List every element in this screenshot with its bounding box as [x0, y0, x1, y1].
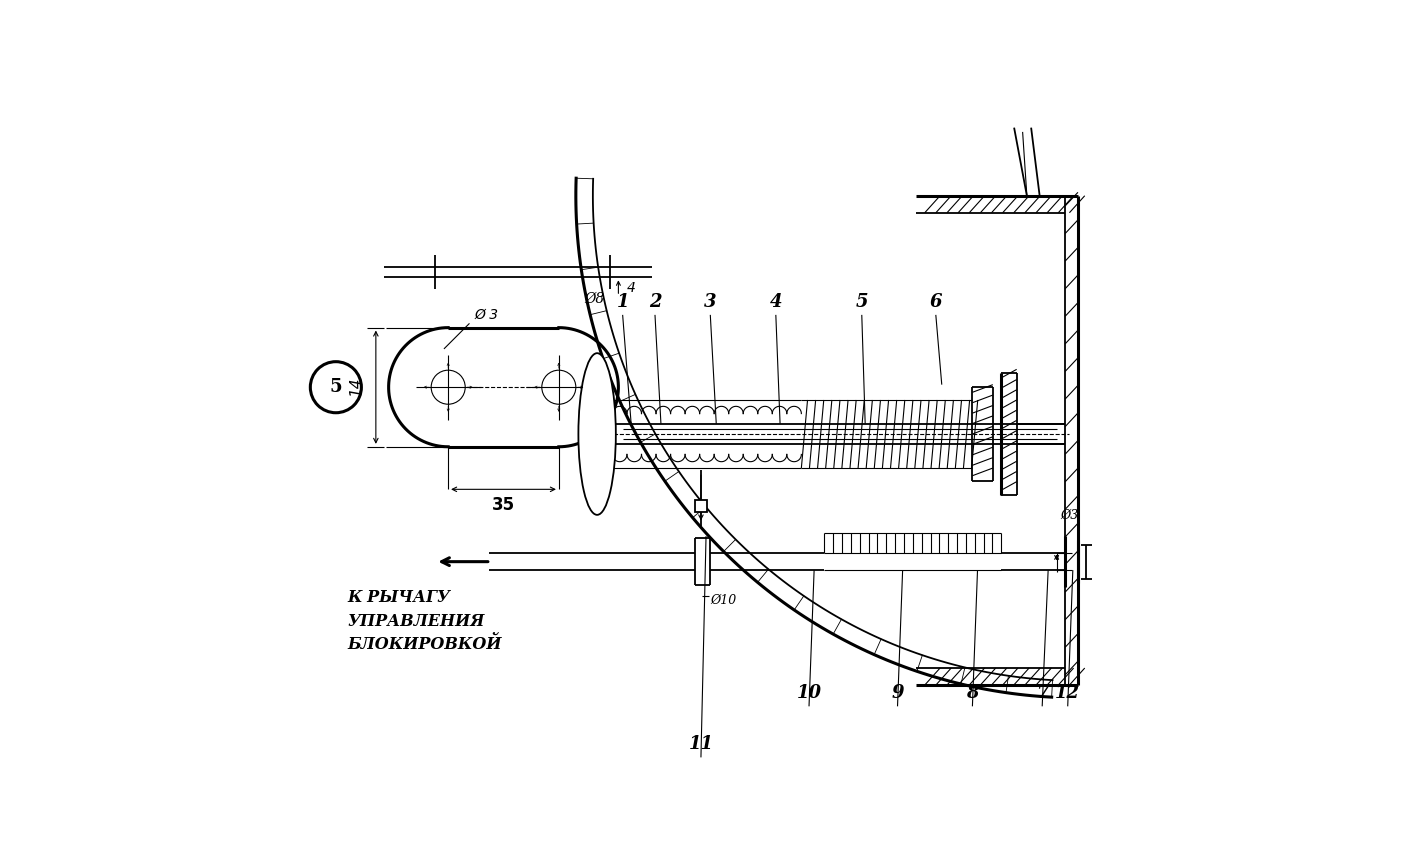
Text: 35: 35	[491, 495, 515, 514]
Ellipse shape	[578, 353, 615, 515]
Text: 12: 12	[1055, 684, 1081, 702]
Text: Ø8: Ø8	[584, 292, 605, 306]
Text: 6: 6	[930, 293, 943, 311]
Text: 1: 1	[617, 293, 629, 311]
Text: 11: 11	[688, 735, 713, 753]
Text: Ø10: Ø10	[711, 593, 736, 607]
Text: Ø 3: Ø 3	[474, 308, 498, 322]
Text: 10: 10	[796, 684, 822, 702]
Text: 4: 4	[769, 293, 782, 311]
Text: 3: 3	[703, 293, 716, 311]
Text: 2: 2	[649, 293, 661, 311]
Text: 9: 9	[891, 684, 904, 702]
Text: 5: 5	[329, 378, 342, 397]
Text: К РЫЧАГУ
УПРАВЛЕНИЯ
БЛОКИРОВКОЙ: К РЫЧАГУ УПРАВЛЕНИЯ БЛОКИРОВКОЙ	[347, 589, 503, 654]
Text: 4: 4	[627, 281, 635, 294]
Text: Ø3: Ø3	[1059, 508, 1078, 522]
Text: 14: 14	[350, 378, 365, 397]
Text: 5: 5	[856, 293, 869, 311]
Text: 8: 8	[965, 684, 978, 702]
Text: 7: 7	[1035, 684, 1048, 702]
Bar	[695, 500, 706, 512]
